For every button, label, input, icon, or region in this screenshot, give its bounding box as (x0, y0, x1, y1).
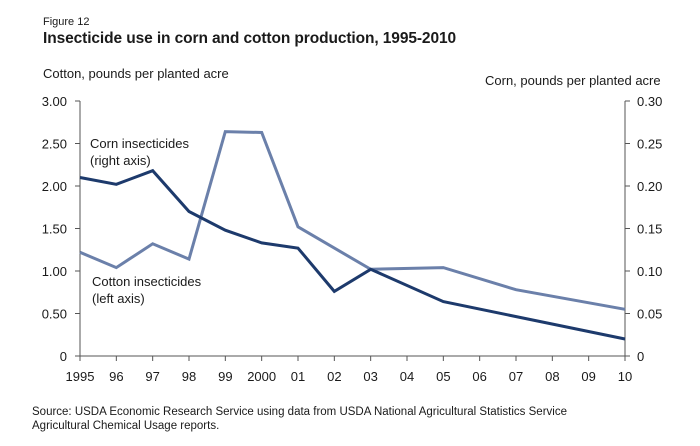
x-tick-label: 05 (436, 369, 450, 384)
left-axis-label: Cotton, pounds per planted acre (43, 66, 229, 81)
source-line-2: Agricultural Chemical Usage reports. (32, 420, 220, 432)
left-y-tick-label: 0.50 (42, 307, 67, 322)
left-y-tick-label: 2.00 (42, 179, 67, 194)
cotton-insecticides-point (442, 266, 445, 269)
corn-annotation-line1: Corn insecticides (90, 136, 189, 151)
right-y-tick-label: 0.30 (637, 94, 662, 109)
corn-insecticides-point (151, 169, 154, 172)
x-tick-label: 04 (400, 369, 414, 384)
x-tick-label: 07 (509, 369, 523, 384)
x-tick-label: 03 (363, 369, 377, 384)
corn-insecticides-point (442, 300, 445, 303)
x-tick-label: 02 (327, 369, 341, 384)
x-tick-label: 06 (472, 369, 486, 384)
left-y-tick-label: 3.00 (42, 94, 67, 109)
left-y-tick-label: 0 (60, 349, 67, 364)
corn-insecticides-point (188, 210, 191, 213)
left-y-tick-label: 1.00 (42, 264, 67, 279)
right-y-tick-label: 0 (637, 349, 644, 364)
corn-insecticides-point (260, 241, 263, 244)
right-y-tick-label: 0.10 (637, 264, 662, 279)
series-annotations: Corn insecticides (right axis) Cotton in… (90, 136, 202, 306)
corn-insecticides-point (369, 268, 372, 271)
x-tick-label: 01 (291, 369, 305, 384)
cotton-insecticides-point (297, 225, 300, 228)
x-tick-label: 09 (581, 369, 595, 384)
right-y-tick-label: 0.05 (637, 307, 662, 322)
chart-title: Insecticide use in corn and cotton produ… (43, 30, 456, 47)
series-lines (79, 130, 627, 341)
x-tick-label: 98 (182, 369, 196, 384)
cotton-annotation-line2: (left axis) (92, 291, 145, 306)
corn-annotation-line2: (right axis) (90, 153, 151, 168)
cotton-insecticides-point (188, 258, 191, 261)
x-tick-label: 08 (545, 369, 559, 384)
source-note: Source: USDA Economic Research Service u… (32, 405, 567, 433)
right-y-tick-label: 0.25 (637, 137, 662, 152)
cotton-insecticides-line (79, 130, 626, 311)
corn-insecticides-point (224, 229, 227, 232)
source-line-1: Source: USDA Economic Research Service u… (32, 406, 567, 418)
axes: 0 0.50 1.00 1.50 2.00 2.50 3.00 0 0.05 0.10 0.15 0.… (42, 94, 663, 384)
corn-insecticides-point (115, 183, 118, 186)
cotton-insecticides-point (624, 308, 627, 311)
cotton-insecticides-point (515, 288, 518, 291)
x-tick-label: 1995 (66, 369, 95, 384)
cotton-insecticides-point (151, 242, 154, 245)
corn-insecticides-point (333, 290, 336, 293)
x-tick-label: 99 (218, 369, 232, 384)
cotton-insecticides-point (79, 251, 82, 254)
cotton-annotation-line1: Cotton insecticides (92, 274, 202, 289)
right-y-tick-label: 0.15 (637, 222, 662, 237)
left-y-tick-label: 1.50 (42, 222, 67, 237)
right-axis-label: Corn, pounds per planted acre (485, 73, 661, 88)
cotton-insecticides-point (115, 266, 118, 269)
x-tick-label: 96 (109, 369, 123, 384)
right-y-tick-label: 0.20 (637, 179, 662, 194)
x-tick-label: 10 (618, 369, 632, 384)
corn-insecticides-point (297, 247, 300, 250)
x-tick-label: 2000 (247, 369, 276, 384)
corn-insecticides-line (79, 168, 626, 341)
cotton-insecticides-point (260, 131, 263, 134)
corn-insecticides-point (624, 338, 627, 341)
cotton-insecticides-point (224, 130, 227, 133)
corn-insecticides-point (79, 176, 82, 179)
figure-label: Figure 12 (43, 16, 90, 28)
x-tick-label: 97 (145, 369, 159, 384)
left-y-tick-label: 2.50 (42, 137, 67, 152)
